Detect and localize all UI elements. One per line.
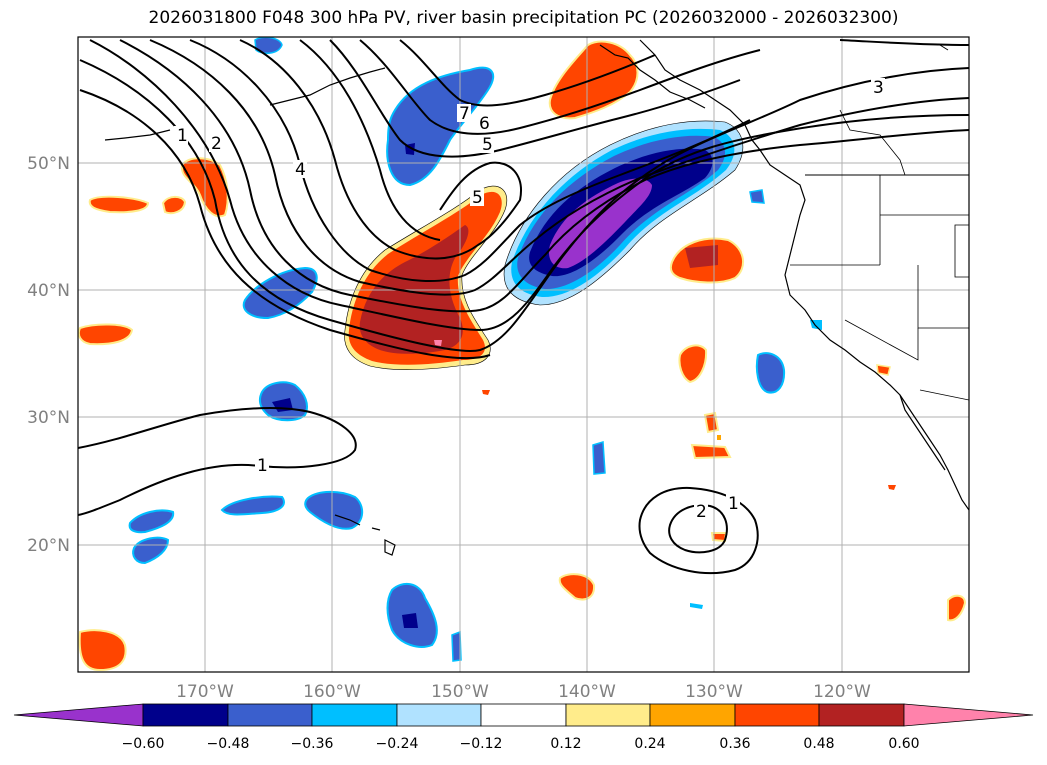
colorbar-tick: 0.24 — [634, 736, 665, 752]
contour-label-1-west: 1 — [257, 456, 268, 476]
lon-label-140w: 140°W — [558, 682, 616, 702]
contour-label-2: 2 — [211, 134, 222, 154]
colorbar-tick: −0.60 — [122, 736, 165, 752]
lat-label-40n: 40°N — [27, 281, 70, 301]
lon-label-130w: 130°W — [685, 682, 743, 702]
colorbar-tick: 0.36 — [719, 736, 750, 752]
colorbar-extend-left — [13, 703, 144, 727]
map-frame — [77, 36, 970, 673]
lon-label-120w: 120°W — [813, 682, 871, 702]
colorbar-tick: −0.24 — [376, 736, 419, 752]
contour-label-1: 1 — [177, 126, 188, 146]
colorbar-segment — [734, 703, 820, 727]
contour-label-7: 7 — [459, 104, 470, 124]
lon-label-160w: 160°W — [303, 682, 361, 702]
lon-label-150w: 150°W — [431, 682, 489, 702]
colorbar-segment — [227, 703, 313, 727]
colorbar-extend-right — [903, 703, 1034, 727]
map-area: 1 2 4 7 6 5 5 3 1 2 1 — [78, 37, 969, 672]
colorbar — [13, 703, 1034, 727]
map-title: 2026031800 F048 300 hPa PV, river basin … — [148, 8, 899, 28]
colorbar-segment — [142, 703, 229, 727]
lon-label-170w: 170°W — [176, 682, 234, 702]
contour-label-1-east: 1 — [728, 494, 739, 514]
contour-label-2-east: 2 — [696, 502, 707, 522]
colorbar-tick: 0.12 — [550, 736, 581, 752]
contour-label-6: 6 — [479, 114, 490, 134]
contour-label-5-north: 5 — [482, 135, 493, 155]
colorbar-segment — [396, 703, 482, 727]
colorbar-segment — [818, 703, 905, 727]
lat-label-20n: 20°N — [27, 536, 70, 556]
colorbar-segment — [565, 703, 651, 727]
gridlines — [78, 37, 969, 672]
colorbar-segment — [311, 703, 398, 727]
colorbar-tick: −0.48 — [207, 736, 250, 752]
colorbar-ticks: −0.60 −0.48 −0.36 −0.24 −0.12 0.12 0.24 … — [122, 736, 920, 752]
contour-label-3: 3 — [873, 78, 884, 98]
latitude-labels: 50°N 40°N 30°N 20°N — [27, 154, 70, 556]
contour-label-4: 4 — [295, 160, 306, 180]
colorbar-tick: −0.12 — [460, 736, 503, 752]
colorbar-tick: −0.36 — [291, 736, 334, 752]
longitude-labels: 170°W 160°W 150°W 140°W 130°W 120°W — [176, 682, 871, 702]
contour-label-5-south: 5 — [472, 188, 483, 208]
colorbar-tick: 0.48 — [803, 736, 834, 752]
lat-label-30n: 30°N — [27, 408, 70, 428]
contour-labels: 1 2 4 7 6 5 5 3 1 2 1 — [174, 78, 885, 522]
colorbar-segment — [649, 703, 736, 727]
colorbar-tick: 0.60 — [888, 736, 919, 752]
colorbar-segment — [480, 703, 567, 727]
lat-label-50n: 50°N — [27, 154, 70, 174]
